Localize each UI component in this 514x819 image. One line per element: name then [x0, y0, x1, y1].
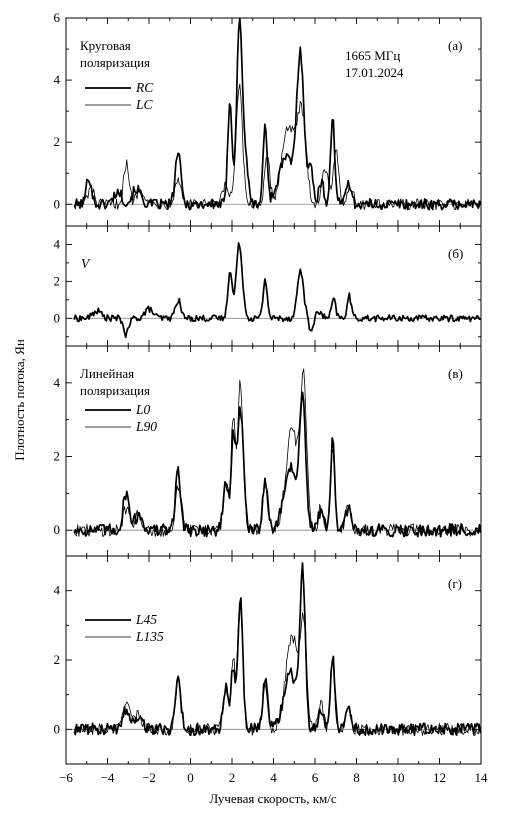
x-tick-label: 8	[353, 770, 360, 785]
x-tick-label: −2	[142, 770, 156, 785]
x-axis-label: Лучевая скорость, км/с	[209, 791, 337, 806]
series-label: V	[81, 256, 91, 271]
y-tick-label: 2	[54, 134, 61, 149]
panel-2: 0 2 4 (б) V	[54, 225, 482, 347]
series-line-L135	[73, 604, 481, 736]
panel-annotation-line: 1665 МГц	[345, 48, 400, 63]
series-line-L90	[73, 368, 481, 537]
x-tick-label: 6	[312, 770, 319, 785]
panel-title-line: поляризация	[80, 55, 150, 70]
panel-1: 0 2 4 6 (а) Круговая поляризация 1665 МГц 17.01.…	[54, 10, 482, 227]
y-tick-label: 2	[54, 652, 61, 667]
series-line-RC	[73, 17, 482, 211]
y-tick-label: 4	[54, 583, 61, 598]
panel-3: 0 2 4 (в) Линейная поляризация L0 L90	[54, 345, 482, 557]
series-line-L45	[73, 562, 482, 737]
panel-title-line: поляризация	[80, 383, 150, 398]
panel-label: (г)	[448, 576, 462, 591]
legend-label: L135	[135, 629, 164, 644]
y-tick-label: 4	[54, 375, 61, 390]
x-tick-label: 12	[433, 770, 446, 785]
x-tick-label: −4	[101, 770, 115, 785]
legend-label: L0	[135, 402, 151, 417]
y-tick-label: 2	[54, 273, 61, 288]
panels-group: 0 2 4 6 (а) Круговая поляризация 1665 МГц 17.01.…	[54, 10, 482, 765]
legend-label: LC	[135, 97, 154, 112]
y-tick-label: 0	[54, 721, 61, 736]
legend-label: L45	[135, 612, 157, 627]
legend-label: L90	[135, 419, 157, 434]
x-tick-label: 14	[475, 770, 489, 785]
panel-label: (а)	[448, 38, 462, 53]
panel-4: 0 2 4 (г) L45 L135	[54, 555, 482, 765]
legend-label: RC	[135, 80, 154, 95]
y-tick-label: 4	[54, 72, 61, 87]
x-tick-label: 0	[187, 770, 194, 785]
y-tick-label: 0	[54, 310, 61, 325]
series-line-L0	[73, 391, 482, 538]
y-tick-label: 2	[54, 449, 61, 464]
panel-frame	[65, 555, 482, 765]
series-line-V	[73, 242, 481, 339]
y-tick-label: 0	[54, 522, 61, 537]
y-tick-label: 0	[54, 196, 61, 211]
x-tick-label: 10	[392, 770, 405, 785]
panel-title-line: Круговая	[80, 38, 131, 53]
x-axis-ticks: −6 −4 −2 0 2 4 6 8 10 12 14	[59, 770, 488, 785]
x-tick-label: 2	[229, 770, 236, 785]
panel-label: (б)	[448, 246, 463, 261]
x-tick-label: −6	[59, 770, 73, 785]
series-line-LC	[73, 83, 481, 211]
y-tick-label: 6	[54, 10, 61, 25]
y-axis-label: Плотность потока, Ян	[12, 339, 27, 461]
panel-annotation-line: 17.01.2024	[345, 65, 404, 80]
y-tick-label: 4	[54, 236, 61, 251]
x-tick-label: 4	[270, 770, 277, 785]
panel-label: (в)	[448, 366, 463, 381]
panel-title-line: Линейная	[80, 366, 134, 381]
